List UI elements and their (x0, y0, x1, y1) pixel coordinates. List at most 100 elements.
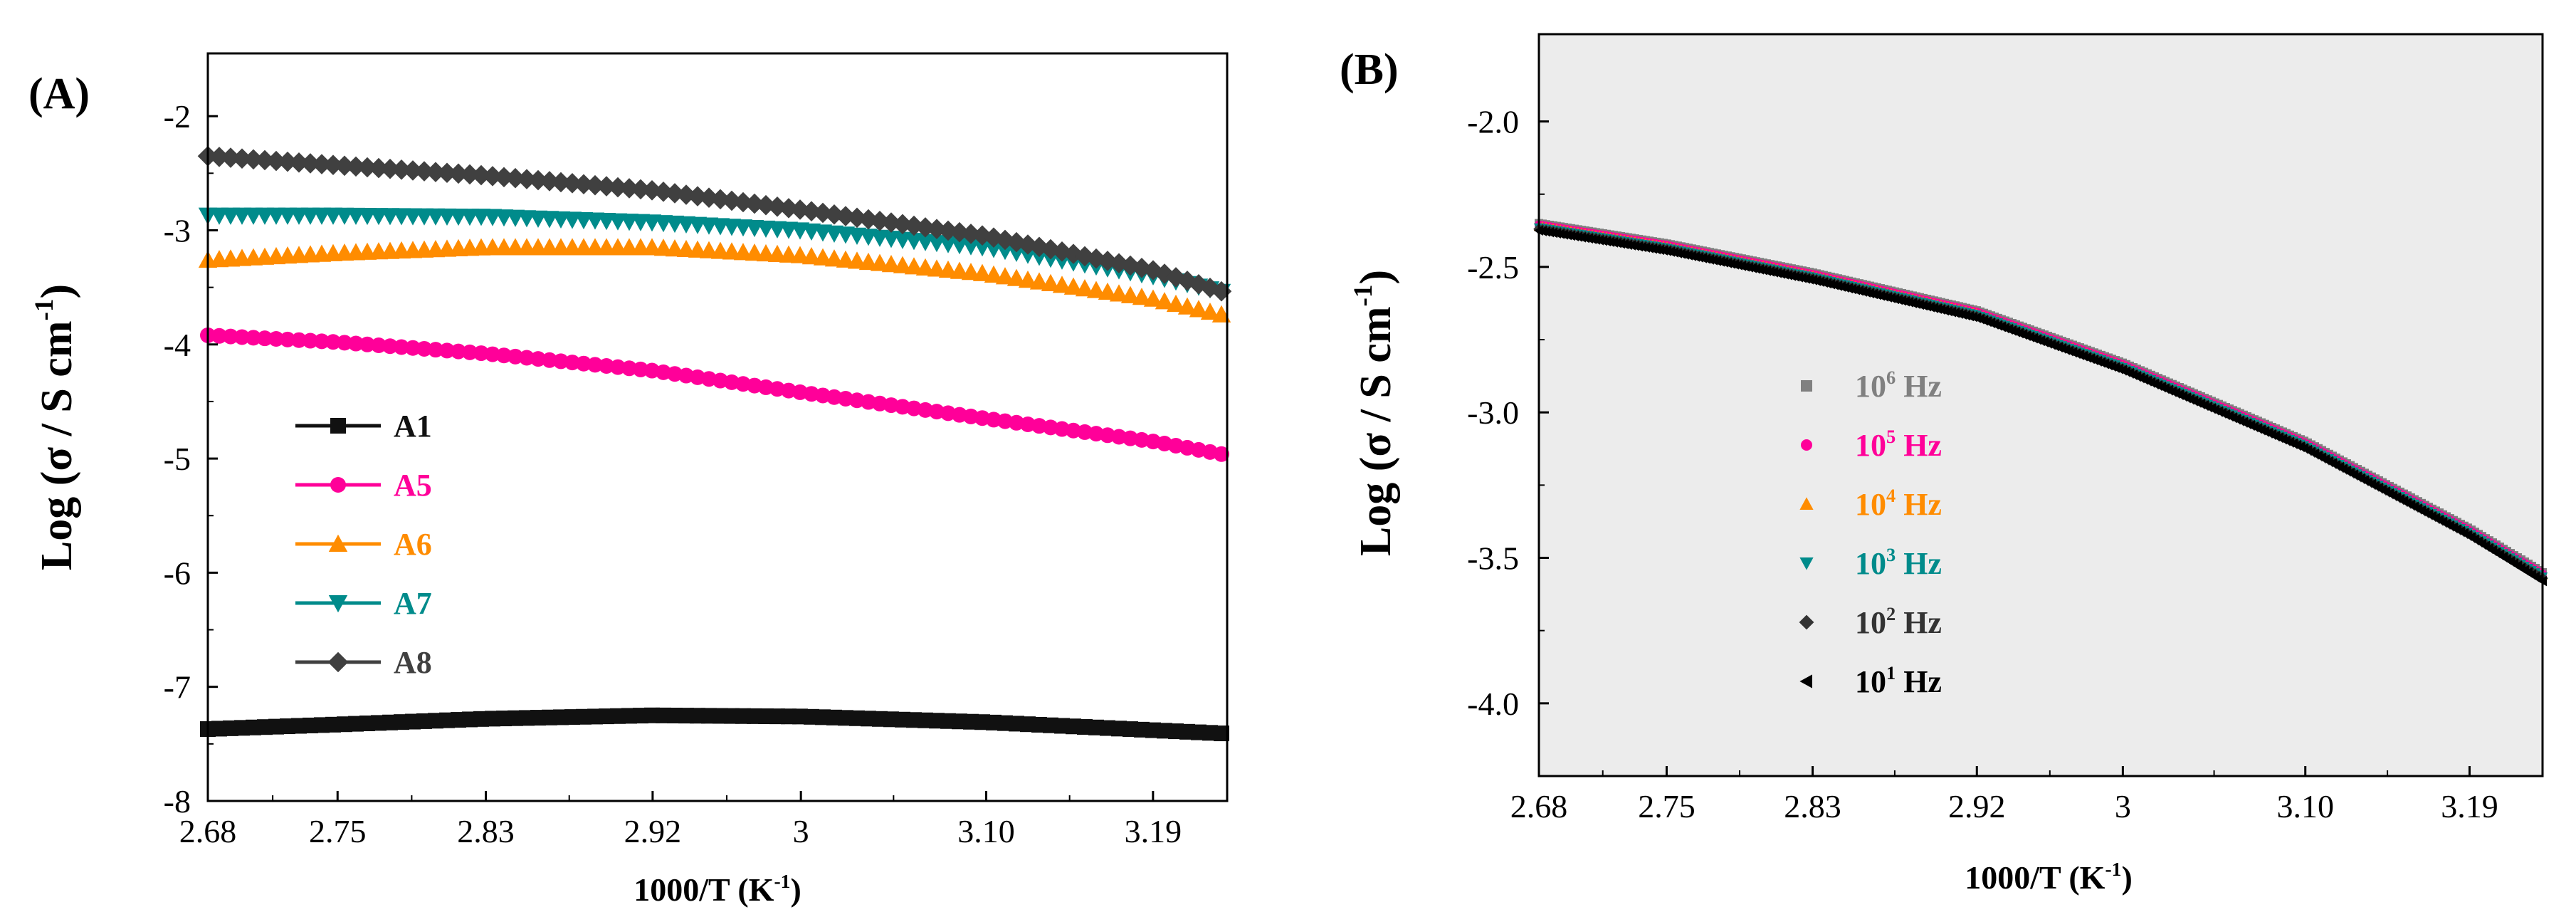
series-6 (1533, 225, 2547, 587)
legend-label-exp: 3 (1886, 544, 1896, 565)
legend-item: A7 (295, 586, 432, 621)
data-point (1009, 414, 1024, 431)
data-point (402, 160, 424, 181)
data-point (280, 331, 295, 347)
data-point (1177, 297, 1197, 315)
data-point (1177, 271, 1198, 291)
data-point (379, 158, 401, 179)
legend-label-unit: Hz (1896, 546, 1942, 581)
data-point (519, 350, 535, 366)
legend-marker (1799, 614, 1814, 630)
data-point (633, 361, 648, 377)
legend-item: A1 (295, 409, 432, 444)
data-point (1134, 431, 1150, 448)
legend-marker (1801, 439, 1812, 451)
y-axis-label: Log (σ / S cm-1) (30, 284, 81, 570)
data-point (630, 179, 651, 200)
plot-area (1539, 34, 2543, 776)
data-point (268, 331, 284, 347)
data-point (903, 215, 925, 236)
data-point (813, 248, 833, 266)
legend-label-exp: 5 (1886, 426, 1896, 447)
data-point (246, 330, 261, 346)
legend-label-exp: 2 (1886, 603, 1896, 624)
data-point (428, 342, 443, 358)
data-point (1154, 263, 1175, 284)
data-point (243, 149, 264, 170)
legend-label-unit: Hz (1896, 487, 1942, 522)
data-point (974, 410, 990, 426)
data-point (675, 184, 697, 205)
data-point (371, 337, 387, 354)
legend-marker (1799, 674, 1812, 688)
x-axis-label-sup: -1 (2105, 858, 2121, 880)
legend-marker (330, 418, 346, 434)
data-point (516, 169, 537, 189)
data-point (451, 343, 466, 360)
data-point (824, 249, 844, 267)
legend-label: 106 Hz (1855, 367, 1942, 404)
data-point (314, 333, 330, 350)
data-point (870, 253, 890, 271)
legend-item: A5 (295, 468, 432, 503)
data-point (1066, 422, 1081, 439)
legend-label: A6 (394, 527, 432, 562)
data-point (473, 345, 489, 362)
legend-item: 105 Hz (1801, 426, 1942, 463)
legend-marker (1799, 557, 1814, 570)
legend-item: 103 Hz (1799, 544, 1942, 581)
data-point (1214, 725, 1229, 742)
data-point (995, 267, 1015, 285)
legend-label-unit: Hz (1896, 664, 1942, 699)
legend: A1 A5 A6 A7 A8 (295, 409, 432, 680)
data-point (405, 340, 421, 356)
data-point (266, 150, 287, 172)
legend-item: 101 Hz (1799, 662, 1942, 699)
data-point (836, 250, 856, 268)
legend-marker (330, 477, 346, 493)
data-point (527, 169, 549, 191)
data-point (732, 192, 754, 213)
legend-label-exp: 1 (1886, 662, 1896, 683)
y-tick-label: -3 (164, 212, 191, 248)
legend-label-name: A6 (394, 527, 432, 562)
x-axis-label-end: ) (790, 871, 801, 908)
data-point (915, 217, 936, 238)
legend-label-exp: 6 (1886, 367, 1896, 388)
data-point (459, 164, 480, 185)
data-point (1029, 272, 1049, 290)
data-point (1086, 281, 1106, 298)
series-5 (197, 145, 1232, 302)
data-point (1041, 273, 1061, 292)
data-point (394, 339, 409, 355)
data-point (209, 147, 230, 167)
x-tick-label: 3.19 (2441, 788, 2498, 824)
data-point (508, 348, 523, 365)
legend-label-name: 10 (1855, 369, 1886, 404)
data-point (607, 177, 629, 198)
data-point (288, 152, 310, 173)
x-tick-label: 3.19 (1125, 813, 1182, 849)
legend-label-name: A8 (394, 645, 432, 680)
data-point (997, 413, 1013, 429)
data-point (790, 246, 810, 263)
data-point (950, 261, 969, 279)
y-tick-label: -3.0 (1467, 394, 1519, 431)
data-point (801, 201, 822, 222)
x-axis-label: 1000/T (K-1) (634, 870, 801, 908)
data-point (801, 247, 821, 265)
legend-item: A6 (295, 527, 432, 562)
legend-label-name: A1 (394, 409, 432, 444)
data-point (984, 265, 1004, 283)
panel-label: (A) (28, 70, 90, 118)
y-axis-label: Log (σ / S cm-1) (1349, 270, 1400, 556)
data-point (1109, 284, 1129, 302)
x-axis-label-text: 1000/T (K (634, 871, 774, 908)
data-point (493, 167, 515, 188)
data-point (915, 258, 935, 276)
data-point (698, 187, 720, 209)
data-point (576, 355, 592, 372)
data-point (847, 251, 867, 269)
data-point (564, 355, 580, 371)
